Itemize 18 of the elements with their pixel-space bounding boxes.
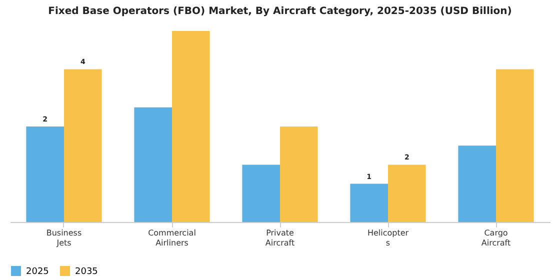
bar (26, 126, 64, 222)
x-tick-label: Private Aircraft (265, 228, 295, 248)
bar (64, 69, 102, 222)
chart-title: Fixed Base Operators (FBO) Market, By Aircraft Category, 2025-2035 (USD Billion) (48, 6, 512, 17)
x-tick-label: Helicopter s (367, 228, 410, 248)
legend-label: 2035 (75, 267, 98, 277)
bar (280, 126, 318, 222)
x-tick-label: Commercial Airliners (148, 228, 196, 248)
bar (496, 69, 534, 222)
bar (242, 164, 280, 222)
bar (350, 184, 388, 222)
bar (172, 31, 210, 222)
legend-label: 2025 (26, 267, 49, 277)
x-tick-label: Cargo Aircraft (481, 228, 511, 248)
bar (458, 146, 496, 222)
bar (134, 107, 172, 222)
x-tick-label: Business Jets (46, 228, 82, 248)
bar (388, 164, 426, 222)
